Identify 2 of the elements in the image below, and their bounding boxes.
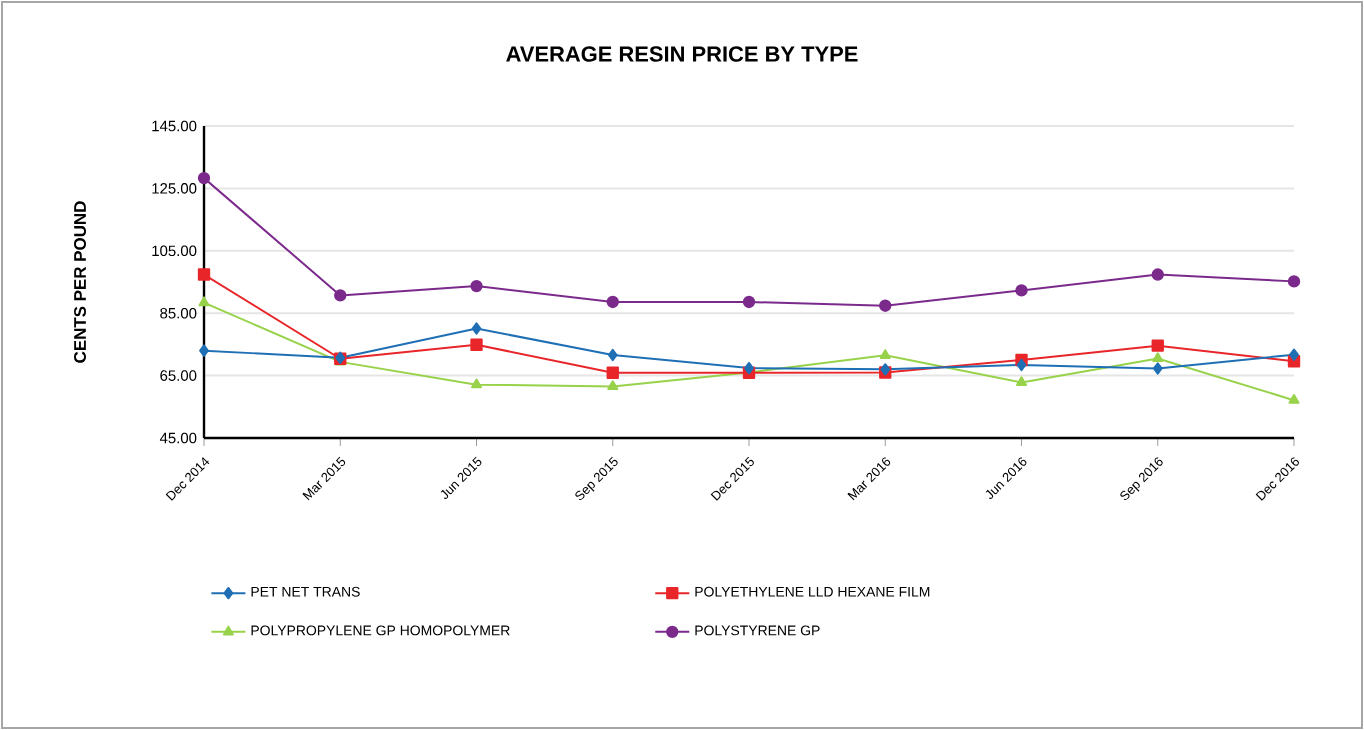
y-axis-title: CENTS PER POUND	[74, 201, 86, 363]
chart-title: AVERAGE RESIN PRICE BY TYPE	[506, 46, 858, 62]
